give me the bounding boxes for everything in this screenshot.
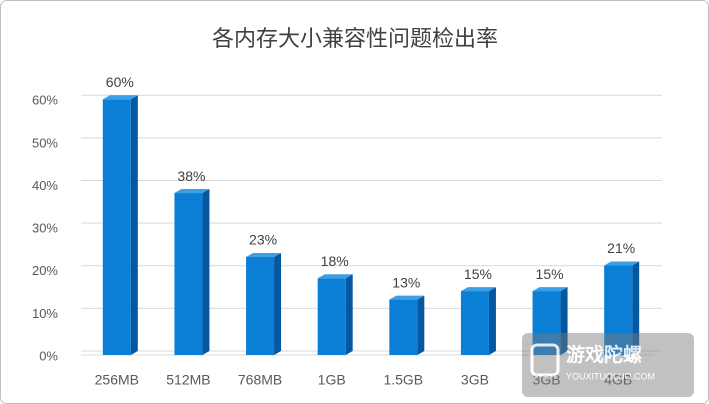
- bar: [460, 291, 489, 355]
- bar-top: [604, 261, 640, 266]
- bar: [317, 278, 346, 355]
- x-tick-label: 768MB: [238, 372, 282, 388]
- bar: [604, 265, 633, 355]
- bar-top: [246, 252, 282, 257]
- x-tick-label: 4GB: [604, 372, 632, 388]
- watermark-name: 游戏陀螺: [566, 343, 642, 366]
- bar-side: [345, 274, 353, 355]
- x-tick-label: 512MB: [166, 372, 210, 388]
- bar-top: [102, 95, 138, 100]
- data-label: 15%: [464, 266, 492, 282]
- watermark-box: [522, 333, 694, 397]
- data-label: 15%: [536, 266, 564, 282]
- bar: [174, 193, 203, 355]
- y-tick-label: 20%: [32, 263, 58, 278]
- watermark-logo: [530, 343, 560, 377]
- x-tick-label: 1.5GB: [383, 372, 423, 388]
- y-tick-label: 0%: [39, 348, 58, 363]
- bar: [102, 99, 131, 355]
- y-tick-label: 40%: [32, 178, 58, 193]
- bar-side: [488, 287, 496, 355]
- data-label: 21%: [607, 240, 635, 256]
- y-tick-label: 60%: [32, 93, 58, 108]
- bar-top: [317, 274, 353, 279]
- bar: [246, 256, 275, 355]
- bar-side: [417, 295, 425, 355]
- watermark-url: YOUXITUOLUO.COM: [566, 371, 655, 381]
- y-tick-label: 50%: [32, 135, 58, 150]
- chart-title: 各内存大小兼容性问题检出率: [212, 26, 498, 51]
- bar-side: [274, 252, 282, 355]
- bar-top: [174, 189, 210, 194]
- data-label: 23%: [249, 232, 277, 248]
- x-tick-label: 3GB: [461, 372, 489, 388]
- bar-side: [202, 189, 210, 355]
- y-tick-label: 10%: [32, 306, 58, 321]
- y-tick-label: 30%: [32, 221, 58, 236]
- data-label: 38%: [177, 168, 205, 184]
- data-label: 13%: [392, 274, 420, 290]
- x-tick-label: 256MB: [95, 372, 139, 388]
- watermark: 游戏陀螺 YOUXITUOLUO.COM: [522, 333, 694, 397]
- data-label: 18%: [321, 253, 349, 269]
- bar-top: [460, 287, 496, 292]
- bar-side: [632, 261, 640, 355]
- bar-top: [389, 295, 425, 300]
- data-label: 60%: [106, 74, 134, 90]
- bar-side: [130, 95, 138, 356]
- x-tick-label: 1GB: [318, 372, 346, 388]
- bar: [389, 299, 418, 355]
- bar-side: [560, 287, 568, 355]
- bar-top: [532, 287, 568, 292]
